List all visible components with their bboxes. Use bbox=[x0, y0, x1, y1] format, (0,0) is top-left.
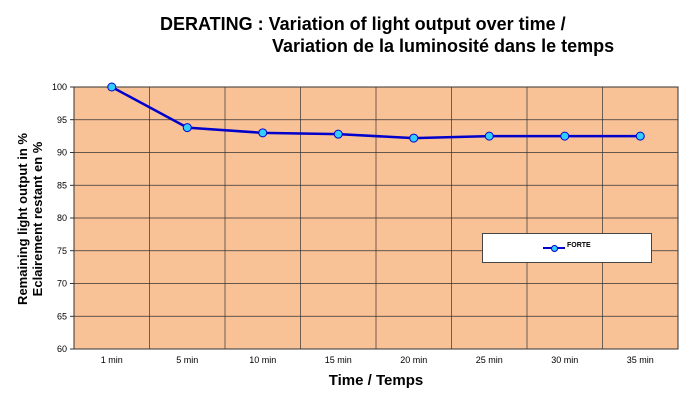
x-tick-label: 20 min bbox=[400, 355, 427, 365]
data-point bbox=[182, 123, 192, 133]
legend: FORTE bbox=[482, 233, 652, 263]
series-line-forte bbox=[111, 85, 641, 140]
data-point bbox=[258, 128, 268, 138]
y-tick-label: 65 bbox=[57, 311, 67, 321]
y-tick-label: 90 bbox=[57, 148, 67, 158]
plot-border bbox=[73, 86, 679, 350]
x-tick-label: 5 min bbox=[176, 355, 198, 365]
x-tick-label: 15 min bbox=[325, 355, 352, 365]
data-point bbox=[484, 131, 494, 141]
data-point bbox=[333, 129, 343, 139]
chart-title-line2: Variation de la luminosité dans le temps bbox=[272, 36, 615, 56]
y-tick-label: 60 bbox=[57, 344, 67, 354]
y-tick-label: 85 bbox=[57, 180, 67, 190]
y-tick-label: 95 bbox=[57, 115, 67, 125]
data-point bbox=[107, 82, 117, 92]
chart-title-line1: DERATING : Variation of light output ove… bbox=[160, 14, 566, 34]
y-tick-label: 100 bbox=[52, 82, 67, 92]
data-point bbox=[409, 133, 419, 143]
legend-marker-swatch bbox=[551, 245, 558, 252]
data-point bbox=[635, 131, 645, 141]
x-tick-label: 25 min bbox=[476, 355, 503, 365]
x-axis-label: Time / Temps bbox=[328, 372, 424, 389]
y-tick-label: 80 bbox=[57, 213, 67, 223]
y-tick-label: 70 bbox=[57, 279, 67, 289]
x-tick-label: 1 min bbox=[101, 355, 123, 365]
x-tick-label: 35 min bbox=[627, 355, 654, 365]
legend-entry-forte: FORTE bbox=[567, 242, 591, 249]
x-tick-label: 10 min bbox=[249, 355, 276, 365]
x-tick-label: 30 min bbox=[551, 355, 578, 365]
data-point bbox=[560, 131, 570, 141]
y-tick-label: 75 bbox=[57, 246, 67, 256]
